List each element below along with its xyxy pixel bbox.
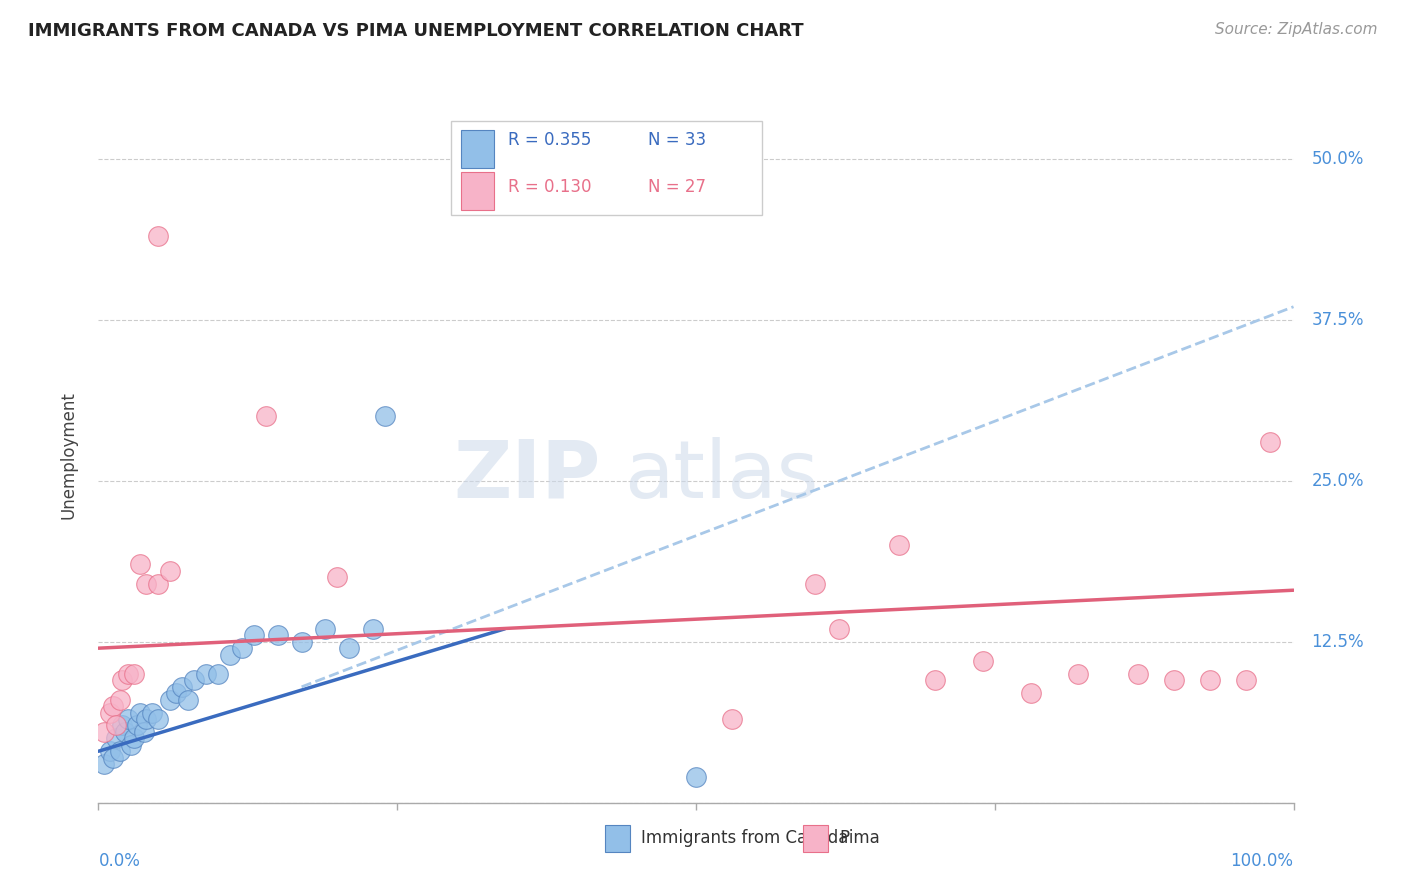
Text: 12.5%: 12.5% (1312, 632, 1364, 651)
Point (101, 699, 124, 714)
Text: atlas: atlas (624, 437, 818, 515)
Point (111, 673, 134, 688)
Point (194, 667, 217, 681)
Point (254, 409, 277, 424)
Point (267, 628, 290, 642)
Point (148, 712, 170, 726)
Point (972, 654, 994, 668)
Text: IMMIGRANTS FROM CANADA VS PIMA UNEMPLOYMENT CORRELATION CHART: IMMIGRANTS FROM CANADA VS PIMA UNEMPLOYM… (28, 22, 804, 40)
Point (1067, 667, 1090, 681)
Point (120, 738, 142, 752)
Point (177, 692, 200, 706)
Point (231, 641, 253, 656)
Point (98, 706, 122, 720)
Point (172, 680, 194, 694)
Point (183, 673, 205, 688)
Point (124, 731, 146, 746)
Point (148, 576, 170, 591)
Point (111, 718, 134, 732)
Point (326, 570, 349, 584)
Point (889, 538, 911, 552)
Point (924, 673, 946, 688)
Point (315, 622, 337, 636)
Point (135, 712, 157, 726)
Point (105, 718, 128, 732)
Point (108, 744, 131, 758)
Text: 37.5%: 37.5% (1312, 310, 1364, 328)
Point (129, 706, 152, 720)
Point (363, 622, 385, 636)
Point (125, 718, 148, 732)
Point (1163, 673, 1185, 688)
Point (108, 692, 131, 706)
Point (1234, 673, 1257, 688)
Y-axis label: Unemployment: Unemployment (59, 391, 77, 519)
Point (101, 750, 124, 764)
Point (132, 725, 155, 739)
Point (135, 576, 157, 591)
Point (1198, 673, 1220, 688)
Point (243, 628, 266, 642)
Text: 50.0%: 50.0% (1312, 150, 1364, 168)
Point (374, 409, 396, 424)
Point (219, 648, 242, 662)
Point (207, 667, 229, 681)
Point (1128, 667, 1150, 681)
Point (141, 706, 163, 720)
Point (685, 770, 707, 784)
Point (93, 725, 115, 739)
Point (804, 576, 827, 591)
Bar (461, 172, 494, 210)
Point (159, 692, 181, 706)
Bar (461, 130, 494, 169)
Point (148, 228, 170, 243)
Text: Pima: Pima (839, 830, 880, 847)
Text: R = 0.355: R = 0.355 (509, 131, 592, 150)
Point (721, 712, 744, 726)
Point (290, 634, 312, 648)
Text: 0.0%: 0.0% (98, 852, 141, 870)
Text: ZIP: ZIP (453, 437, 600, 515)
Point (828, 622, 851, 636)
Text: Immigrants from Canada: Immigrants from Canada (641, 830, 848, 847)
Point (93, 757, 115, 772)
Point (1019, 686, 1042, 700)
Text: 100.0%: 100.0% (1230, 852, 1294, 870)
Point (117, 712, 139, 726)
Text: Source: ZipAtlas.com: Source: ZipAtlas.com (1215, 22, 1378, 37)
Text: N = 27: N = 27 (648, 178, 706, 196)
Point (159, 564, 181, 578)
Point (165, 686, 187, 700)
FancyBboxPatch shape (451, 121, 762, 215)
Point (98, 744, 122, 758)
Point (105, 731, 128, 746)
Text: 25.0%: 25.0% (1312, 472, 1364, 490)
Point (114, 725, 136, 739)
Point (117, 667, 139, 681)
Point (337, 641, 360, 656)
Point (124, 667, 146, 681)
Point (129, 558, 152, 572)
Point (1258, 435, 1281, 450)
Text: N = 33: N = 33 (648, 131, 706, 150)
Text: R = 0.130: R = 0.130 (509, 178, 592, 196)
